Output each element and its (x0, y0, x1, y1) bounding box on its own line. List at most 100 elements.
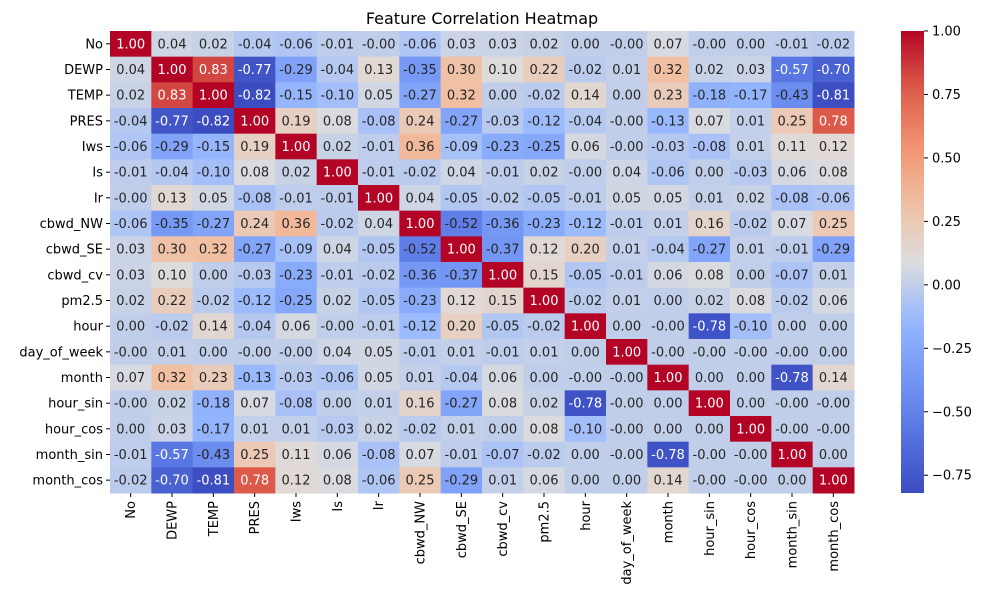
heatmap-cell-3-3 (234, 108, 276, 135)
cell-value-label-15-10: 0.08 (530, 422, 559, 437)
x-tick-label-13: month (662, 501, 677, 543)
heatmap-cell-10-3 (234, 287, 276, 314)
cell-value-label-13-16: -0.78 (775, 371, 809, 386)
heatmap-cell-3-13 (647, 108, 690, 135)
y-axis-labels: No DEWP TEMP PRES Iws Is Ir cbwd_NW cbwd_SE cbwd_… (19, 37, 110, 489)
cell-value-label-11-7: -0.12 (403, 320, 437, 335)
heatmap-cell-17-7 (399, 467, 442, 494)
cell-value-label-4-8: -0.09 (445, 140, 479, 155)
cell-value-label-10-12: 0.01 (612, 294, 641, 309)
heatmap-cell-9-4 (275, 262, 318, 289)
heatmap-cell-11-10 (523, 313, 566, 340)
cell-value-label-6-8: -0.05 (445, 191, 479, 206)
cell-value-label-15-7: -0.02 (403, 422, 437, 437)
heatmap-cell-5-11 (564, 159, 607, 186)
heatmap-cell-2-1 (151, 82, 194, 109)
heatmap-cell-12-4 (275, 339, 318, 366)
heatmap-cell-1-6 (358, 56, 400, 83)
heatmap-cell-9-5 (316, 262, 359, 289)
cell-value-label-8-7: -0.52 (403, 243, 437, 258)
heatmap-cell-13-3 (234, 364, 276, 391)
y-tick-label-1: DEWP (64, 63, 103, 78)
cell-value-label-11-6: -0.01 (362, 320, 396, 335)
heatmap-cell-12-12 (606, 339, 648, 366)
cell-value-label-9-1: 0.10 (158, 268, 187, 283)
heatmap-cell-2-15 (730, 82, 772, 109)
cell-value-label-5-6: -0.01 (362, 166, 396, 181)
heatmap-cell-16-5 (316, 441, 359, 468)
heatmap-cell-13-10 (523, 364, 566, 391)
heatmap-cell-9-6 (358, 262, 400, 289)
x-tick-label-4: Iws (290, 501, 305, 522)
cell-value-label-16-2: -0.43 (197, 448, 231, 463)
cell-value-label-7-13: 0.01 (654, 217, 683, 232)
cell-value-label-5-9: -0.01 (486, 166, 520, 181)
cell-value-label-3-7: 0.24 (406, 114, 435, 129)
cell-value-label-7-10: -0.23 (527, 217, 561, 232)
cell-value-label-13-17: 0.14 (819, 371, 848, 386)
heatmap-cell-10-5 (316, 287, 359, 314)
heatmap-cell-4-14 (688, 133, 731, 160)
cell-value-label-14-15: 0.00 (736, 397, 765, 412)
heatmap-cell-7-7 (399, 210, 442, 237)
heatmap-cell-7-0 (110, 210, 152, 237)
heatmap-cell-16-14 (688, 441, 731, 468)
x-tick-label-1: DEWP (166, 501, 181, 540)
cell-value-label-1-2: 0.83 (199, 63, 228, 78)
cell-value-label-11-11: 1.00 (571, 320, 600, 335)
cell-value-label-6-17: -0.06 (817, 191, 851, 206)
cell-value-label-6-1: 0.13 (158, 191, 187, 206)
heatmap-cell-9-9 (482, 262, 524, 289)
cell-value-label-1-15: 0.03 (736, 63, 765, 78)
colorbar-tick-label-5: −0.25 (932, 342, 972, 357)
cell-value-label-8-10: 0.12 (530, 243, 559, 258)
heatmap-cell-7-8 (440, 210, 483, 237)
heatmap-cell-2-3 (234, 82, 276, 109)
cell-value-label-12-9: -0.01 (486, 345, 520, 360)
heatmap-cell-16-6 (358, 441, 400, 468)
cell-value-label-8-11: 0.20 (571, 243, 600, 258)
cell-value-label-14-0: -0.00 (114, 397, 148, 412)
cell-value-label-1-9: 0.10 (488, 63, 517, 78)
cell-value-label-1-10: 0.22 (530, 63, 559, 78)
cell-value-label-9-6: -0.02 (362, 268, 396, 283)
heatmap-cell-0-14 (688, 31, 731, 58)
x-tick-label-9: cbwd_cv (496, 501, 511, 557)
cell-value-label-10-6: -0.05 (362, 294, 396, 309)
cell-value-label-14-13: 0.00 (654, 397, 683, 412)
cell-value-label-11-3: -0.04 (238, 320, 272, 335)
cell-value-label-15-0: 0.00 (116, 422, 145, 437)
heatmap-cell-15-6 (358, 416, 400, 443)
heatmap-cell-6-4 (275, 185, 318, 212)
cell-value-label-6-0: -0.00 (114, 191, 148, 206)
colorbar-tick-label-2: 0.50 (932, 151, 961, 166)
heatmap-cell-8-3 (234, 236, 276, 263)
heatmap-cell-0-6 (358, 31, 400, 58)
heatmap-cell-15-16 (771, 416, 814, 443)
heatmap-cell-3-0 (110, 108, 152, 135)
heatmap-cell-13-17 (812, 364, 855, 391)
cell-value-label-0-13: 0.07 (654, 37, 683, 52)
heatmap-cell-4-11 (564, 133, 607, 160)
cell-value-label-9-14: 0.08 (695, 268, 724, 283)
cell-value-label-5-4: 0.02 (282, 166, 311, 181)
cell-value-label-12-8: 0.01 (447, 345, 476, 360)
heatmap-cell-15-9 (482, 416, 524, 443)
heatmap-cell-17-11 (564, 467, 607, 494)
heatmap-cell-8-12 (606, 236, 648, 263)
heatmap-cell-17-9 (482, 467, 524, 494)
cell-value-label-12-17: 0.00 (819, 345, 848, 360)
heatmap-cell-11-12 (606, 313, 648, 340)
cell-value-label-9-17: 0.01 (819, 268, 848, 283)
heatmap-cell-13-14 (688, 364, 731, 391)
cell-value-label-15-1: 0.03 (158, 422, 187, 437)
heatmap-cell-9-0 (110, 262, 152, 289)
heatmap-cell-9-14 (688, 262, 731, 289)
cell-value-label-11-9: -0.05 (486, 320, 520, 335)
heatmap-cell-10-10 (523, 287, 566, 314)
heatmap-cell-0-4 (275, 31, 318, 58)
heatmap-cell-4-1 (151, 133, 194, 160)
cell-value-label-1-12: 0.01 (612, 63, 641, 78)
cell-value-label-7-7: 1.00 (406, 217, 435, 232)
